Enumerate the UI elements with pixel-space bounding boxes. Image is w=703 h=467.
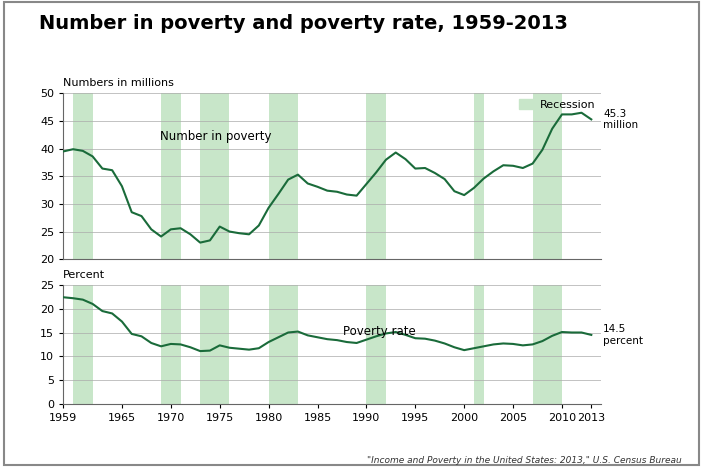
Bar bbox=[161, 285, 181, 404]
Text: Numbers in millions: Numbers in millions bbox=[63, 78, 174, 88]
Text: 14.5
percent: 14.5 percent bbox=[603, 324, 643, 346]
Bar bbox=[474, 285, 484, 404]
Bar bbox=[366, 285, 386, 404]
Text: Number in poverty: Number in poverty bbox=[160, 130, 271, 143]
Bar bbox=[269, 93, 298, 259]
Bar bbox=[73, 285, 93, 404]
Bar bbox=[161, 93, 181, 259]
Text: 45.3
million: 45.3 million bbox=[603, 108, 638, 130]
Bar bbox=[533, 285, 562, 404]
Bar bbox=[200, 93, 229, 259]
Text: Poverty rate: Poverty rate bbox=[343, 325, 415, 338]
Bar bbox=[269, 285, 298, 404]
Bar bbox=[366, 93, 386, 259]
Text: Percent: Percent bbox=[63, 270, 105, 280]
Text: "Income and Poverty in the United States: 2013," U.S. Census Bureau: "Income and Poverty in the United States… bbox=[367, 456, 682, 465]
Text: Number in poverty and poverty rate, 1959-2013: Number in poverty and poverty rate, 1959… bbox=[39, 14, 567, 33]
Bar bbox=[474, 93, 484, 259]
Bar bbox=[200, 285, 229, 404]
Bar bbox=[533, 93, 562, 259]
Bar bbox=[73, 93, 93, 259]
Legend: Recession: Recession bbox=[519, 99, 595, 110]
